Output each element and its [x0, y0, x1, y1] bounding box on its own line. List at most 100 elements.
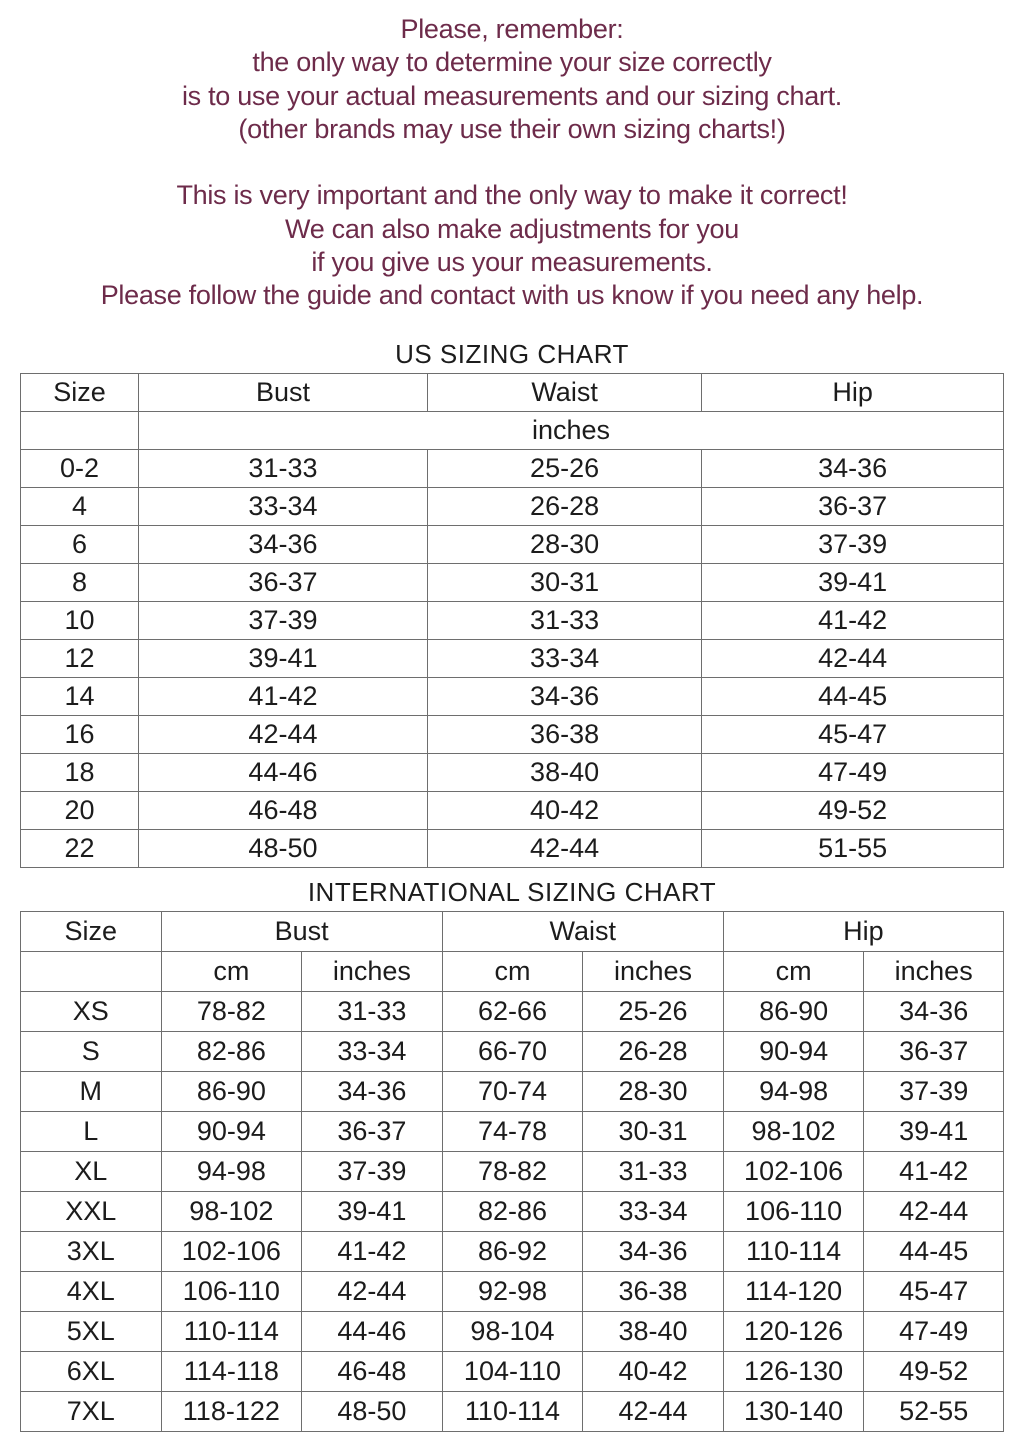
intro-line-5: This is very important and the only way … — [176, 180, 848, 211]
cell-bust-cm: 110-114 — [160, 1310, 303, 1352]
cell-hip: 45-47 — [701, 714, 1004, 754]
intl-col-bust: Bust — [160, 910, 443, 952]
cell-bust-cm: 90-94 — [160, 1110, 303, 1152]
us-col-bust: Bust — [137, 372, 428, 412]
cell-hip-cm: 126-130 — [722, 1350, 865, 1392]
cell-hip: 36-37 — [701, 486, 1004, 526]
cell-bust-in: 39-41 — [301, 1190, 443, 1232]
cell-waist-in: 31-33 — [582, 1150, 724, 1192]
cell-size: M — [20, 1070, 162, 1112]
table-row: 8 36-37 30-31 39-41 — [20, 562, 1004, 602]
cell-waist: 42-44 — [426, 828, 703, 868]
cell-size: 4 — [20, 486, 139, 526]
cell-waist: 36-38 — [426, 714, 703, 754]
cell-bust-in: 42-44 — [301, 1270, 443, 1312]
cell-bust-in: 36-37 — [301, 1110, 443, 1152]
cell-hip-in: 52-55 — [863, 1390, 1004, 1432]
intl-hip-cm-label: cm — [722, 950, 865, 992]
cell-size: 6XL — [20, 1350, 162, 1392]
intro-line-1: Please, remember: — [400, 14, 624, 44]
table-row: XS 78-82 31-33 62-66 25-26 86-90 34-36 — [20, 990, 1004, 1032]
us-units-row: inches — [20, 410, 1005, 450]
cell-hip-cm: 120-126 — [722, 1310, 865, 1352]
us-table-body: 0-2 31-33 25-26 34-36 4 33-34 26-28 36-37 6 34-36… — [20, 448, 1004, 868]
intl-header-row: Size Bust Waist Hip — [20, 910, 1005, 952]
table-row: 0-2 31-33 25-26 34-36 — [20, 448, 1004, 488]
us-units-label: inches — [137, 410, 1005, 450]
cell-waist-in: 30-31 — [582, 1110, 724, 1152]
cell-bust-in: 41-42 — [301, 1230, 443, 1272]
intl-bust-cm-label: cm — [160, 950, 303, 992]
cell-bust: 41-42 — [137, 676, 428, 716]
cell-waist-in: 40-42 — [582, 1350, 724, 1392]
cell-waist: 31-33 — [426, 600, 703, 640]
cell-bust: 46-48 — [137, 790, 428, 830]
cell-bust: 37-39 — [137, 600, 428, 640]
table-row: XL 94-98 37-39 78-82 31-33 102-106 41-42 — [20, 1150, 1004, 1192]
cell-hip: 42-44 — [701, 638, 1004, 678]
cell-hip: 44-45 — [701, 676, 1004, 716]
cell-waist-in: 28-30 — [582, 1070, 724, 1112]
cell-hip-in: 42-44 — [863, 1190, 1004, 1232]
table-row: 10 37-39 31-33 41-42 — [20, 600, 1004, 640]
cell-waist: 28-30 — [426, 524, 703, 564]
cell-bust-in: 33-34 — [301, 1030, 443, 1072]
table-row: 16 42-44 36-38 45-47 — [20, 714, 1004, 754]
cell-waist-in: 42-44 — [582, 1390, 724, 1432]
cell-hip-in: 49-52 — [863, 1350, 1004, 1392]
cell-size: 6 — [20, 524, 139, 564]
cell-size: 3XL — [20, 1230, 162, 1272]
cell-waist-cm: 78-82 — [441, 1150, 584, 1192]
cell-hip-in: 45-47 — [863, 1270, 1004, 1312]
cell-bust-cm: 106-110 — [160, 1270, 303, 1312]
us-sizing-table: Size Bust Waist Hip inches 0-2 31-33 25-26… — [20, 372, 1005, 868]
table-row: 18 44-46 38-40 47-49 — [20, 752, 1004, 792]
cell-bust-cm: 102-106 — [160, 1230, 303, 1272]
cell-hip: 34-36 — [701, 448, 1004, 488]
intl-col-size: Size — [20, 910, 162, 952]
cell-bust-cm: 98-102 — [160, 1190, 303, 1232]
cell-waist-in: 26-28 — [582, 1030, 724, 1072]
cell-waist: 33-34 — [426, 638, 703, 678]
table-row: 4XL 106-110 42-44 92-98 36-38 114-120 45-47 — [20, 1270, 1004, 1312]
table-row: 14 41-42 34-36 44-45 — [20, 676, 1004, 716]
cell-hip-in: 41-42 — [863, 1150, 1004, 1192]
cell-bust-in: 37-39 — [301, 1150, 443, 1192]
cell-size: 0-2 — [20, 448, 139, 488]
cell-bust-cm: 114-118 — [160, 1350, 303, 1392]
cell-waist-in: 38-40 — [582, 1310, 724, 1352]
cell-bust-in: 48-50 — [301, 1390, 443, 1432]
cell-bust-in: 44-46 — [301, 1310, 443, 1352]
cell-hip: 39-41 — [701, 562, 1004, 602]
cell-size: 12 — [20, 638, 139, 678]
intl-units-empty-cell — [20, 950, 162, 992]
cell-waist: 40-42 — [426, 790, 703, 830]
cell-hip-cm: 94-98 — [722, 1070, 865, 1112]
us-col-size: Size — [20, 372, 139, 412]
cell-hip-cm: 106-110 — [722, 1190, 865, 1232]
intl-col-hip: Hip — [722, 910, 1005, 952]
cell-bust: 33-34 — [137, 486, 428, 526]
cell-size: S — [20, 1030, 162, 1072]
cell-bust-in: 46-48 — [301, 1350, 443, 1392]
cell-size: 22 — [20, 828, 139, 868]
cell-bust: 34-36 — [137, 524, 428, 564]
cell-waist-cm: 62-66 — [441, 990, 584, 1032]
cell-waist-cm: 104-110 — [441, 1350, 584, 1392]
table-row: 20 46-48 40-42 49-52 — [20, 790, 1004, 830]
cell-hip-cm: 86-90 — [722, 990, 865, 1032]
cell-hip-cm: 130-140 — [722, 1390, 865, 1432]
table-row: 4 33-34 26-28 36-37 — [20, 486, 1004, 526]
cell-waist-cm: 110-114 — [441, 1390, 584, 1432]
cell-bust: 39-41 — [137, 638, 428, 678]
cell-hip-cm: 114-120 — [722, 1270, 865, 1312]
intro-line-2: the only way to determine your size corr… — [252, 47, 772, 78]
cell-waist-cm: 74-78 — [441, 1110, 584, 1152]
cell-waist-in: 25-26 — [582, 990, 724, 1032]
intl-units-row: cm inches cm inches cm inches — [20, 950, 1004, 992]
intro-line-3: is to use your actual measurements and o… — [181, 80, 843, 111]
cell-hip-in: 47-49 — [863, 1310, 1004, 1352]
intl-waist-inches-label: inches — [582, 950, 724, 992]
intl-col-waist: Waist — [441, 910, 724, 952]
cell-bust: 48-50 — [137, 828, 428, 868]
